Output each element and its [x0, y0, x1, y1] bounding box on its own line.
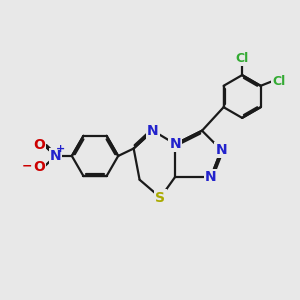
- Text: S: S: [155, 190, 165, 205]
- Text: Cl: Cl: [272, 75, 285, 88]
- Text: N: N: [215, 143, 227, 157]
- Text: N: N: [147, 124, 159, 138]
- Text: O: O: [33, 138, 45, 152]
- Text: Cl: Cl: [236, 52, 249, 65]
- Text: N: N: [205, 170, 217, 184]
- Text: +: +: [56, 144, 65, 154]
- Text: N: N: [169, 137, 181, 151]
- Text: N: N: [50, 149, 61, 163]
- Text: −: −: [22, 159, 32, 172]
- Text: O: O: [33, 160, 45, 174]
